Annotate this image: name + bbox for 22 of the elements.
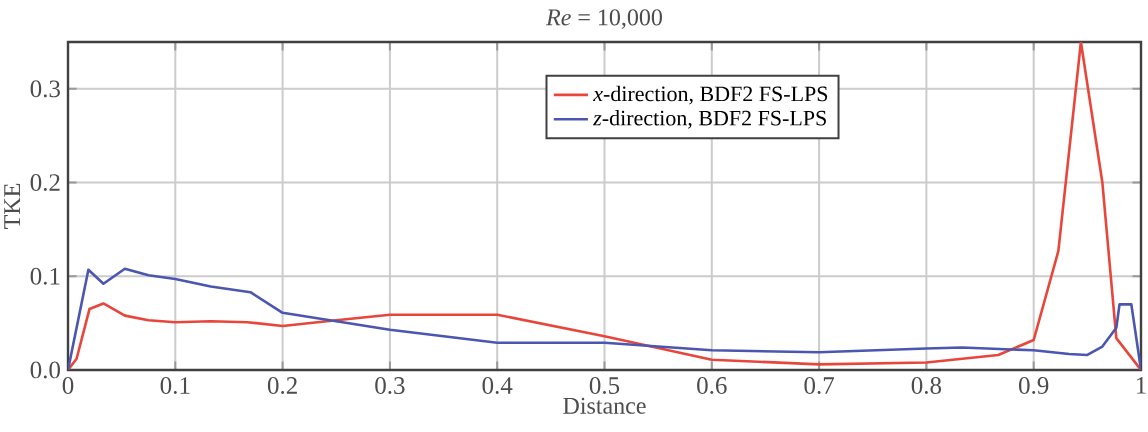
legend-label: z-direction, BDF2 FS-LPS xyxy=(592,110,826,129)
x-tick-label: 0.1 xyxy=(160,377,190,395)
legend-label: x-direction, BDF2 FS-LPS xyxy=(592,85,828,105)
x-tick-label: 0.9 xyxy=(1019,377,1049,395)
x-tick-label: 0 xyxy=(62,377,74,394)
y-tick-label: 0.1 xyxy=(30,267,60,285)
x-tick-label: 0.5 xyxy=(589,377,620,395)
x-tick-label: 0.2 xyxy=(267,377,297,395)
x-tick-label: 0.3 xyxy=(375,377,405,395)
x-tick-label: 1 xyxy=(1136,377,1146,394)
x-tick-label: 0.6 xyxy=(697,377,727,395)
x-axis-title: Distance xyxy=(563,397,646,414)
line-series xyxy=(68,267,1141,370)
line-series xyxy=(68,41,1141,370)
chart-title: Re = 10,000 xyxy=(545,9,662,29)
x-tick-label: 0.7 xyxy=(804,377,835,395)
x-tick-label: 0.4 xyxy=(482,377,513,395)
y-tick-label: 0.0 xyxy=(30,361,60,379)
x-tick-label: 0.8 xyxy=(911,377,942,395)
y-tick-label: 0.2 xyxy=(30,174,60,192)
y-axis-title: TKE xyxy=(4,183,20,229)
y-tick-label: 0.3 xyxy=(30,80,60,98)
